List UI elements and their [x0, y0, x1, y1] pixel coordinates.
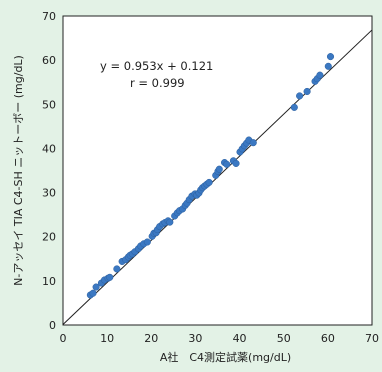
y-axis-label: N-アッセイ TIA C4-SH ニットーボー (mg/dL)	[12, 55, 25, 286]
data-point	[232, 159, 240, 167]
data-point	[143, 238, 151, 246]
data-point	[316, 71, 324, 79]
data-point	[223, 160, 231, 168]
x-tick-label: 50	[277, 332, 291, 345]
x-tick-label: 70	[365, 332, 379, 345]
y-tick-label: 50	[42, 98, 56, 111]
x-axis-label: A社 C4測定試薬(mg/dL)	[160, 350, 291, 364]
data-point	[249, 139, 257, 147]
data-points	[86, 53, 335, 299]
y-tick-label: 10	[42, 275, 56, 288]
data-point	[205, 178, 213, 186]
x-tick-label: 10	[100, 332, 114, 345]
data-point	[106, 273, 114, 281]
x-tick-label: 40	[233, 332, 247, 345]
data-point	[215, 165, 223, 173]
y-tick-label: 0	[49, 319, 56, 332]
x-axis-ticks: 0 10 20 30 40 50 60 70	[60, 321, 379, 345]
correlation-coefficient: r = 0.999	[130, 76, 185, 90]
data-point	[303, 87, 311, 96]
x-tick-label: 20	[144, 332, 158, 345]
y-tick-label: 40	[42, 142, 56, 155]
data-point	[290, 103, 298, 111]
data-point	[92, 283, 100, 291]
x-tick-label: 60	[321, 332, 335, 345]
y-tick-label: 20	[42, 231, 56, 244]
x-tick-label: 0	[60, 332, 67, 345]
data-point	[113, 265, 121, 273]
data-point	[166, 218, 174, 226]
plot-area	[62, 15, 373, 326]
regression-equation: y = 0.953x + 0.121	[100, 59, 213, 73]
data-point	[89, 289, 97, 297]
y-tick-label: 30	[42, 187, 56, 200]
data-point	[296, 92, 304, 100]
data-point	[324, 62, 332, 70]
y-tick-label: 70	[42, 10, 56, 23]
y-tick-label: 60	[42, 54, 56, 67]
x-tick-label: 30	[188, 332, 202, 345]
data-point	[326, 53, 335, 61]
